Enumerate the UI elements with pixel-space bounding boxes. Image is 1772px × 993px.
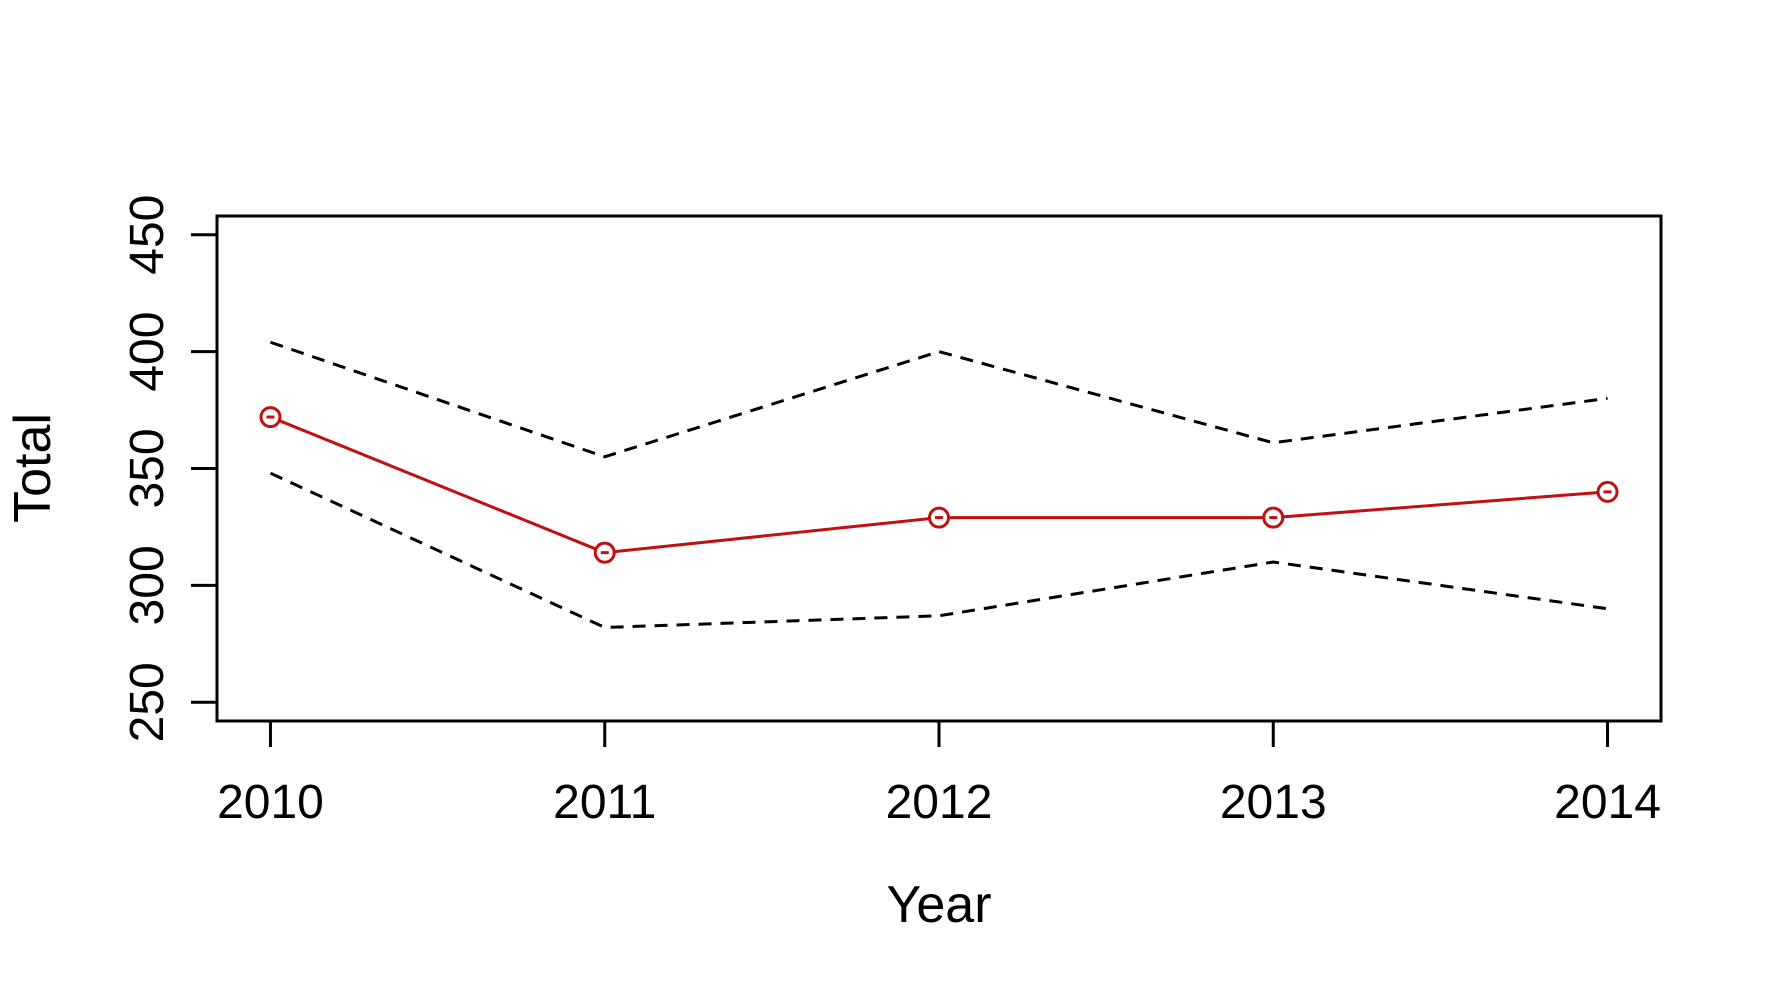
plot-frame-group xyxy=(215,214,1663,723)
series-lines xyxy=(269,340,1608,629)
data-point-center-dot xyxy=(600,551,609,555)
x-axis-tick-label: 2011 xyxy=(553,776,656,829)
x-axis-tick-label: 2012 xyxy=(886,776,993,829)
series-markers xyxy=(259,406,1619,564)
data-point-center-dot xyxy=(1603,490,1612,494)
data-point-center-dot xyxy=(1269,516,1278,520)
x-axis-tick-label: 2010 xyxy=(217,776,324,829)
x-axis: 2010 2011 2012 2013 2014 xyxy=(217,721,1661,829)
y-axis-tick-label: 350 xyxy=(121,428,174,508)
plot-border xyxy=(215,214,1663,723)
lower-confidence-bound-line xyxy=(269,471,1608,629)
y-axis-tick-label: 250 xyxy=(121,662,174,742)
y-axis-tick-label: 450 xyxy=(121,195,174,275)
y-axis-tick-label: 300 xyxy=(121,545,174,625)
x-axis-title: Year xyxy=(886,876,991,934)
x-axis-tick-label: 2014 xyxy=(1554,776,1661,829)
y-axis: 250 300 350 400 450 xyxy=(121,195,217,742)
y-axis-tick-label: 400 xyxy=(121,312,174,392)
total-fitted-line xyxy=(269,415,1608,555)
y-axis-title: Total xyxy=(4,413,62,523)
data-point-center-dot xyxy=(266,415,275,419)
upper-confidence-bound-line xyxy=(269,340,1608,459)
data-point-center-dot xyxy=(935,516,943,520)
x-axis-tick-label: 2013 xyxy=(1220,776,1327,829)
